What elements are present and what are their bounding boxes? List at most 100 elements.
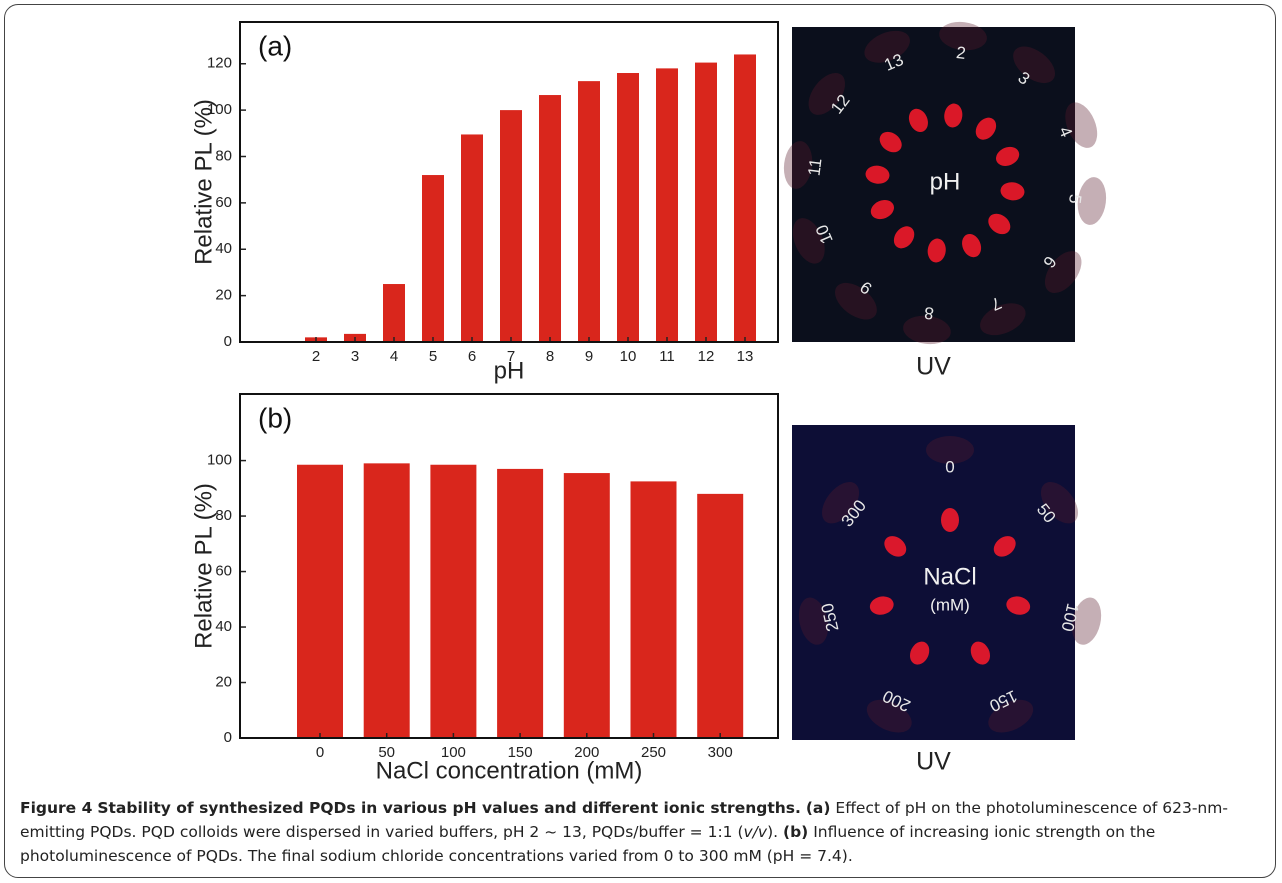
x-tick-label: 150 <box>508 744 533 761</box>
vial-glow <box>975 117 997 140</box>
vial-glow <box>865 165 890 184</box>
photo <box>792 425 1075 740</box>
photo-center-label: pH <box>930 168 961 195</box>
vial-shadow <box>792 218 825 264</box>
bar <box>500 110 522 343</box>
y-tick-label: 0 <box>224 729 232 746</box>
x-axis-title: NaCl concentration (mM) <box>376 757 643 784</box>
vial-shadow <box>1013 46 1056 84</box>
bar <box>497 468 544 738</box>
caption-panel: (b) <box>783 823 809 841</box>
y-tick-label: 20 <box>215 287 232 304</box>
y-tick-label: 0 <box>224 333 232 350</box>
caption: Figure 4 Stability of synthesized PQDs i… <box>20 796 1270 868</box>
caption-italic: v/v <box>743 823 768 841</box>
y-tick-label: 60 <box>215 194 232 211</box>
bar <box>383 284 405 342</box>
x-tick-label: 12 <box>698 348 715 365</box>
vial-glow <box>909 641 930 665</box>
vial-shadow <box>1065 102 1098 148</box>
vial-glow <box>884 536 907 557</box>
panel-label: (b) <box>258 402 292 433</box>
vial-glow <box>893 226 915 249</box>
x-tick-label: 10 <box>620 348 637 365</box>
photo-label: 2 <box>955 43 967 63</box>
caption-text: ). <box>767 823 779 841</box>
bar <box>630 481 677 738</box>
vial-glow <box>870 200 894 220</box>
vial-glow <box>941 508 959 532</box>
x-tick-label: 8 <box>546 348 554 365</box>
y-tick-label: 100 <box>207 101 232 118</box>
photo-label: 5 <box>1065 193 1085 205</box>
vial-glow <box>1000 182 1025 201</box>
photo-label: 0 <box>945 457 954 476</box>
vial-glow <box>970 641 991 665</box>
bar <box>697 493 744 738</box>
bar <box>430 464 477 738</box>
vial-glow <box>988 213 1011 235</box>
vial-glow <box>993 536 1016 557</box>
x-tick-label: 3 <box>351 348 359 365</box>
y-tick-label: 120 <box>207 55 232 72</box>
vial-shadow <box>866 699 912 733</box>
y-tick-label: 100 <box>207 452 232 469</box>
x-tick-label: 250 <box>641 744 666 761</box>
x-tick-label: 7 <box>507 348 515 365</box>
x-tick-label: 50 <box>378 744 395 761</box>
x-tick-label: 11 <box>659 348 675 365</box>
x-tick-label: 9 <box>585 348 593 365</box>
bar <box>539 95 561 342</box>
vial-glow <box>996 146 1020 166</box>
x-axis-title: pH <box>494 357 525 384</box>
vial-glow <box>908 108 928 132</box>
plot-frame <box>239 21 779 343</box>
x-tick-label: 200 <box>574 744 599 761</box>
vial-shadow <box>1071 597 1102 645</box>
bar <box>617 73 639 342</box>
x-tick-label: 4 <box>390 348 398 365</box>
bar <box>563 473 610 738</box>
x-tick-label: 100 <box>441 744 466 761</box>
vial-shadow <box>834 282 877 320</box>
x-tick-label: 300 <box>708 744 733 761</box>
vial-shadow <box>1044 251 1082 294</box>
y-tick-label: 40 <box>215 618 232 635</box>
photo-caption: UV <box>916 748 951 776</box>
bar <box>363 463 410 738</box>
photo-label: 11 <box>804 157 825 177</box>
y-axis-title: Relative PL (%) <box>190 483 217 649</box>
vial-glow <box>869 596 894 615</box>
vial-shadow <box>926 436 974 464</box>
vial-glow <box>1006 596 1031 615</box>
vial-shadow <box>822 482 860 524</box>
bar <box>578 81 600 342</box>
y-tick-label: 60 <box>215 563 232 580</box>
x-tick-label: 2 <box>312 348 320 365</box>
bar <box>461 134 483 342</box>
x-tick-label: 5 <box>429 348 437 365</box>
vial-shadow <box>808 72 846 115</box>
x-tick-label: 6 <box>468 348 476 365</box>
vial-glow <box>879 131 902 153</box>
bar <box>734 54 756 342</box>
bar <box>422 175 444 342</box>
figure: 2 3 4 5 6 7 8 9 10 11 12 13020406080100120(a)pHRela… <box>190 21 1107 784</box>
photo-center-label: (mM) <box>930 595 970 614</box>
vial-shadow <box>798 597 829 645</box>
photo <box>792 27 1075 342</box>
y-tick-label: 80 <box>215 147 232 164</box>
caption-figure: Figure 4 <box>20 799 93 817</box>
vial-shadow <box>980 303 1026 336</box>
vial-glow <box>944 103 963 128</box>
y-axis-title: Relative PL (%) <box>190 99 217 265</box>
vial-shadow <box>864 30 910 63</box>
vial-shadow <box>903 315 951 345</box>
vial-shadow <box>1077 177 1107 225</box>
bar <box>695 62 717 342</box>
vial-shadow <box>988 699 1034 733</box>
vial-shadow <box>939 21 987 51</box>
vial-shadow <box>783 141 813 189</box>
photo-caption: UV <box>916 353 951 381</box>
photo-center-label: NaCl <box>923 563 976 590</box>
